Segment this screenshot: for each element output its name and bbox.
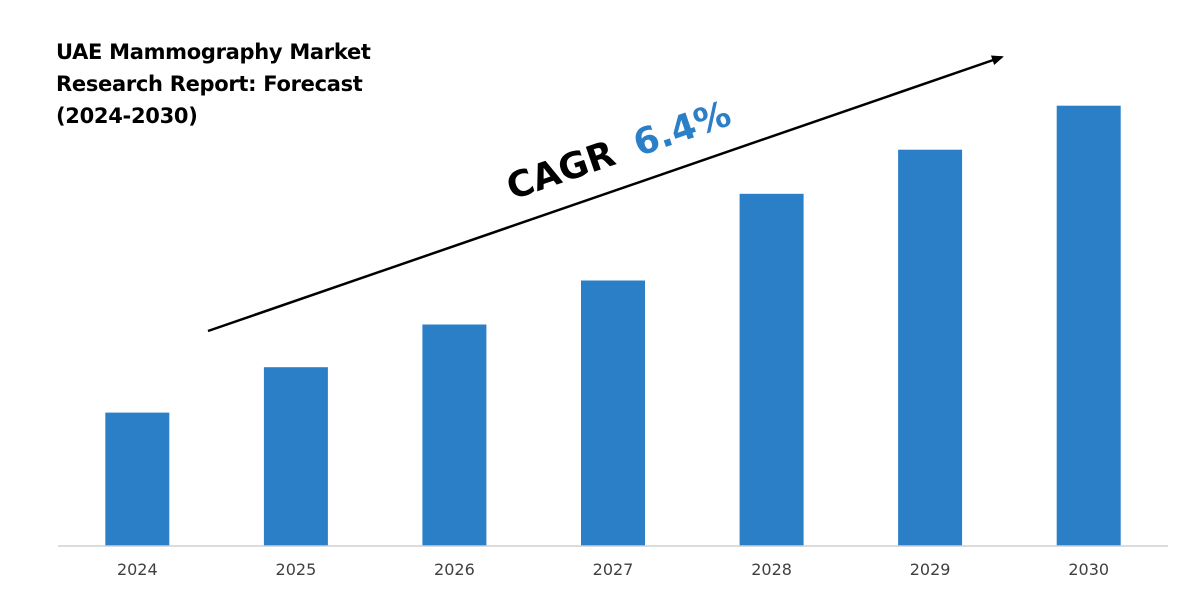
cagr-label: CAGR [502,133,621,208]
bar-2028 [739,193,804,547]
x-axis-ticks: 2024 2025 2026 2027 2028 2029 2030 [117,560,1109,579]
bar-series [105,105,1121,547]
x-tick-label-2025: 2025 [276,560,317,579]
bar-2029 [898,149,963,546]
bar-2027 [581,280,645,546]
cagr-annotation: CAGR 6.4% [502,94,737,209]
bar-2030 [1056,105,1121,546]
x-tick-label-2030: 2030 [1068,560,1109,579]
trend-arrow [207,55,1004,333]
x-tick-label-2027: 2027 [593,560,634,579]
bar-2025 [263,367,328,546]
bar-2026 [422,324,487,546]
x-tick-label-2026: 2026 [434,560,475,579]
x-tick-label-2024: 2024 [117,560,158,579]
x-tick-label-2028: 2028 [751,560,792,579]
bar-2024 [105,412,170,546]
chart-title: UAE Mammography Market Research Report: … [56,40,371,128]
x-tick-label-2029: 2029 [910,560,951,579]
